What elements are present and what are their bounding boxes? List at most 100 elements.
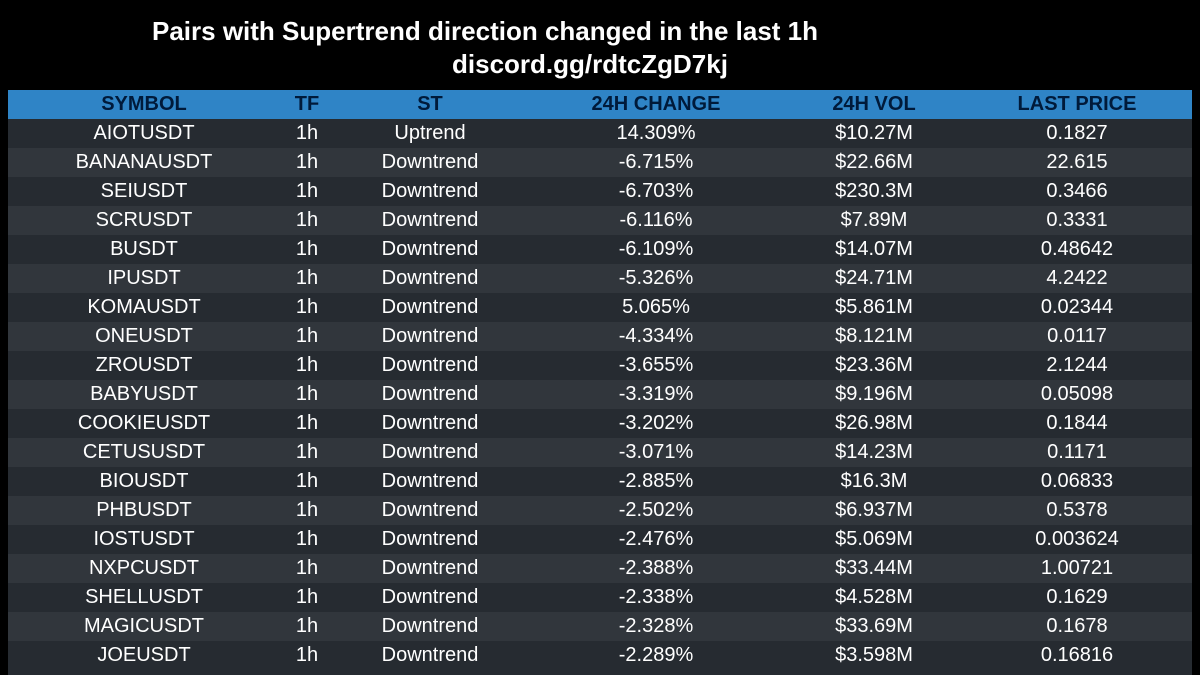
table-row: BUSDT 1h Downtrend -6.109% $14.07M 0.48642 — [8, 235, 1192, 264]
table-row: JOEUSDT 1h Downtrend -2.289% $3.598M 0.16816 — [8, 641, 1192, 670]
cell-symbol: ZROUSDT — [95, 354, 193, 376]
cell-tf: 1h — [295, 383, 319, 405]
cell-24h-change: -2.338% — [618, 586, 694, 608]
cell-st: Downtrend — [381, 267, 479, 289]
cell-st: Downtrend — [381, 528, 479, 550]
cell-symbol: BUSDT — [110, 238, 178, 260]
cell-symbol: SHELLUSDT — [85, 586, 203, 608]
cell-last-price: 22.615 — [1046, 151, 1108, 173]
cell-tf: 1h — [295, 586, 319, 608]
cell-24h-change: -2.885% — [618, 470, 694, 492]
cell-tf: 1h — [295, 557, 319, 579]
table-row: BIOUSDT 1h Downtrend -2.885% $16.3M 0.06833 — [8, 467, 1192, 496]
cell-last-price: 0.3466 — [1046, 180, 1108, 202]
table-row: ONEUSDT 1h Downtrend -4.334% $8.121M 0.0117 — [8, 322, 1192, 351]
header-st: ST — [417, 93, 443, 115]
cell-24h-vol: $6.937M — [835, 499, 913, 521]
table-row: IPUSDT 1h Downtrend -5.326% $24.71M 4.2422 — [8, 264, 1192, 293]
cell-st: Downtrend — [381, 470, 479, 492]
cell-24h-change: -3.655% — [618, 354, 694, 376]
cell-last-price: 2.1244 — [1046, 354, 1108, 376]
cell-tf: 1h — [295, 296, 319, 318]
table-row: CETUSUSDT 1h Downtrend -3.071% $14.23M 0.1171 — [8, 438, 1192, 467]
cell-last-price: 0.1678 — [1046, 615, 1108, 637]
cell-24h-change: -2.328% — [618, 615, 694, 637]
cell-st: Downtrend — [381, 209, 479, 231]
cell-last-price: 4.2422 — [1046, 267, 1108, 289]
cell-last-price: 0.48642 — [1040, 238, 1114, 260]
cell-st: Downtrend — [381, 586, 479, 608]
cell-24h-change: -3.202% — [618, 412, 694, 434]
cell-last-price: 0.05098 — [1040, 383, 1114, 405]
cell-last-price: 0.1844 — [1046, 412, 1108, 434]
cell-st: Downtrend — [381, 644, 479, 666]
cell-24h-change: -4.334% — [618, 325, 694, 347]
cell-symbol: SCRUSDT — [95, 209, 193, 231]
cell-24h-vol: $33.44M — [835, 557, 913, 579]
cell-tf: 1h — [295, 209, 319, 231]
cell-symbol: SEIUSDT — [100, 180, 188, 202]
cell-last-price: 0.1629 — [1046, 586, 1108, 608]
cell-tf: 1h — [295, 470, 319, 492]
table-body: AIOTUSDT 1h Uptrend 14.309% $10.27M 0.1827 BAN… — [8, 119, 1192, 670]
cell-24h-vol: $5.069M — [835, 528, 913, 550]
table-row: COOKIEUSDT 1h Downtrend -3.202% $26.98M 0.184… — [8, 409, 1192, 438]
cell-24h-change: 14.309% — [616, 122, 696, 144]
table-row: SCRUSDT 1h Downtrend -6.116% $7.89M 0.3331 — [8, 206, 1192, 235]
cell-symbol: MAGICUSDT — [84, 615, 204, 637]
cell-24h-vol: $24.71M — [835, 267, 913, 289]
cell-symbol: AIOTUSDT — [93, 122, 195, 144]
cell-symbol: BIOUSDT — [99, 470, 189, 492]
cell-tf: 1h — [295, 644, 319, 666]
cell-last-price: 0.003624 — [1035, 528, 1119, 550]
table-row: BABYUSDT 1h Downtrend -3.319% $9.196M 0.05098 — [8, 380, 1192, 409]
cell-st: Downtrend — [381, 238, 479, 260]
discord-link: discord.gg/rdtcZgD7kj — [452, 49, 728, 79]
cell-symbol: BANANAUSDT — [75, 151, 213, 173]
cell-24h-vol: $22.66M — [835, 151, 913, 173]
cell-symbol: NXPCUSDT — [88, 557, 199, 579]
cell-tf: 1h — [295, 528, 319, 550]
cell-st: Downtrend — [381, 180, 479, 202]
table-row: AIOTUSDT 1h Uptrend 14.309% $10.27M 0.1827 — [8, 119, 1192, 148]
cell-last-price: 0.16816 — [1040, 644, 1114, 666]
cell-tf: 1h — [295, 180, 319, 202]
cell-24h-vol: $4.528M — [835, 586, 913, 608]
cell-symbol: CETUSUSDT — [82, 441, 206, 463]
cell-symbol: JOEUSDT — [97, 644, 191, 666]
cell-st: Downtrend — [381, 383, 479, 405]
cell-24h-vol: $9.196M — [835, 383, 913, 405]
header-last-price: LAST PRICE — [1017, 93, 1137, 115]
cell-24h-change: 5.065% — [622, 296, 690, 318]
cell-24h-change: -2.502% — [618, 499, 694, 521]
cell-symbol: IPUSDT — [107, 267, 181, 289]
cell-24h-vol: $33.69M — [835, 615, 913, 637]
cell-24h-vol: $7.89M — [840, 209, 908, 231]
cell-24h-vol: $5.861M — [835, 296, 913, 318]
table-row: IOSTUSDT 1h Downtrend -2.476% $5.069M 0.00362… — [8, 525, 1192, 554]
cell-tf: 1h — [295, 499, 319, 521]
cell-last-price: 0.5378 — [1046, 499, 1108, 521]
cell-symbol: PHBUSDT — [96, 499, 192, 521]
cell-tf: 1h — [295, 122, 319, 144]
cell-tf: 1h — [295, 354, 319, 376]
cell-symbol: KOMAUSDT — [87, 296, 201, 318]
cell-st: Downtrend — [381, 499, 479, 521]
cell-24h-vol: $14.23M — [835, 441, 913, 463]
cell-symbol: ONEUSDT — [95, 325, 193, 347]
cell-tf: 1h — [295, 615, 319, 637]
cell-24h-change: -2.476% — [618, 528, 694, 550]
pairs-table: SYMBOL TF ST 24H CHANGE 24H VOL LAST PRI… — [8, 90, 1192, 670]
header-24h-vol: 24H VOL — [832, 93, 916, 115]
cell-24h-change: -6.715% — [618, 151, 694, 173]
cell-24h-vol: $10.27M — [835, 122, 913, 144]
table-row: NXPCUSDT 1h Downtrend -2.388% $33.44M 1.00721 — [8, 554, 1192, 583]
cell-24h-vol: $3.598M — [835, 644, 913, 666]
cell-tf: 1h — [295, 151, 319, 173]
table-row: PHBUSDT 1h Downtrend -2.502% $6.937M 0.5378 — [8, 496, 1192, 525]
cell-24h-vol: $14.07M — [835, 238, 913, 260]
header-symbol: SYMBOL — [101, 93, 187, 115]
cell-st: Downtrend — [381, 557, 479, 579]
cell-st: Downtrend — [381, 296, 479, 318]
cell-24h-vol: $230.3M — [835, 180, 913, 202]
